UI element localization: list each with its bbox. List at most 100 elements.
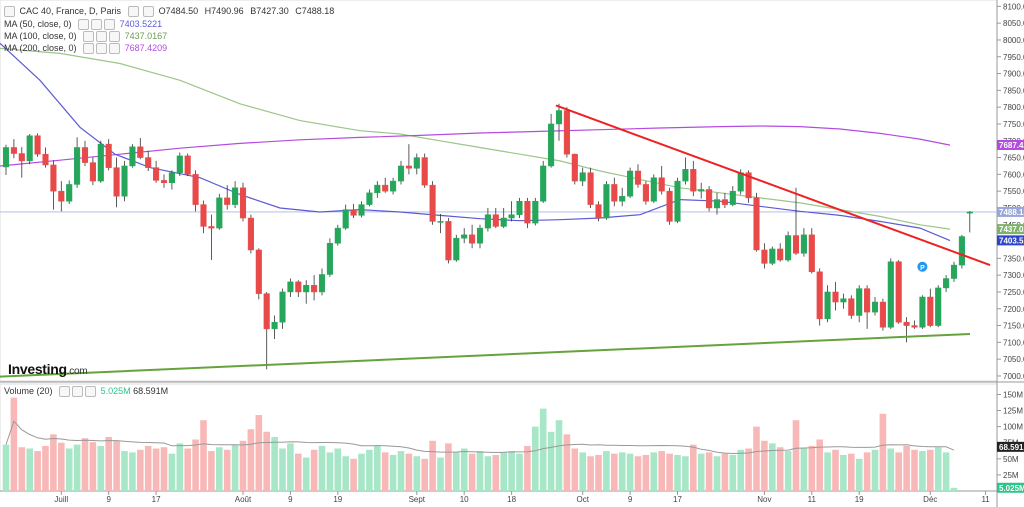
volume-bar: [792, 420, 800, 491]
volume-bar: [168, 453, 176, 491]
volume-bar: [895, 452, 902, 491]
candle-body: [26, 135, 33, 162]
volume-bar: [255, 415, 263, 491]
y-tick-label: 7900.00: [1003, 70, 1024, 79]
candle-body: [239, 187, 247, 219]
y-tick-label: 7600.00: [1003, 170, 1024, 179]
eye-icon[interactable]: [78, 19, 90, 31]
indicator-label: MA (100, close, 0): [4, 31, 77, 41]
candle-body: [500, 217, 507, 227]
candle-body: [263, 293, 270, 330]
collapse-icon[interactable]: [4, 6, 15, 18]
settings-icon[interactable]: [96, 43, 108, 55]
volume-bar: [271, 436, 278, 491]
volume-bar: [476, 451, 484, 491]
x-tick-label: 9: [106, 495, 111, 504]
candle-body: [58, 190, 65, 202]
volume-bar: [42, 445, 49, 491]
x-tick-label: 19: [855, 495, 864, 504]
close-icon[interactable]: [85, 386, 97, 398]
eye-icon[interactable]: [83, 31, 95, 43]
candle-body: [184, 155, 191, 175]
settings-icon[interactable]: [127, 6, 139, 18]
volume-bar: [34, 451, 41, 491]
volume-bar: [247, 429, 255, 491]
volume-bar: [705, 452, 713, 491]
candle-body: [800, 234, 807, 254]
volume-bar: [460, 448, 468, 491]
candle-body: [808, 234, 815, 273]
volume-bar: [942, 452, 950, 491]
volume-bar: [97, 445, 105, 491]
settings-icon[interactable]: [91, 19, 103, 31]
candle-body: [437, 221, 444, 223]
eye-icon[interactable]: [83, 43, 95, 55]
volume-bar: [571, 448, 579, 491]
candle-body: [461, 234, 468, 239]
price-tag-box: [997, 441, 1024, 452]
volume-bar: [753, 426, 760, 491]
volume-bar: [445, 443, 452, 491]
candle-body: [318, 274, 326, 293]
price-tag-text: 7437.02: [999, 225, 1024, 234]
volume-bar: [413, 456, 421, 491]
event-marker-icon: [917, 261, 928, 272]
volume-bar: [603, 451, 610, 491]
price-tag-box: [997, 482, 1024, 493]
indicator-ma100[interactable]: MA (100, close, 0) 7437.0167: [4, 31, 167, 43]
settings-icon[interactable]: [96, 31, 108, 43]
x-tick-label: 17: [673, 495, 682, 504]
candle-body: [777, 248, 784, 261]
candle-body: [469, 234, 476, 244]
candle-body: [690, 169, 697, 192]
close-icon[interactable]: [109, 43, 121, 55]
volume-bar: [287, 443, 294, 491]
close-icon[interactable]: [143, 6, 155, 18]
x-tick-label: 17: [152, 495, 161, 504]
candle-body: [105, 143, 112, 168]
candle-body: [295, 281, 302, 293]
candle-body: [160, 180, 168, 184]
indicator-ma50[interactable]: MA (50, close, 0) 7403.5221: [4, 19, 162, 31]
volume-bar: [697, 453, 705, 491]
volume-bar: [184, 448, 191, 491]
x-tick-label: 9: [628, 495, 633, 504]
candle-body: [255, 249, 262, 294]
y-tick-label: 7050.00: [1003, 355, 1024, 364]
settings-icon[interactable]: [72, 386, 84, 398]
y-tick-label: 7200.00: [1003, 305, 1024, 314]
candle-body: [129, 146, 136, 167]
y-tick-label: 7750.00: [1003, 120, 1024, 129]
volume-bar: [650, 452, 658, 491]
volume-bar: [863, 452, 871, 491]
volume-tick-label: 100M: [1003, 423, 1023, 432]
volume-bar: [389, 454, 397, 491]
volume-bar: [484, 456, 492, 491]
candle-body: [137, 146, 144, 158]
volume-bar: [160, 447, 168, 491]
volume-bar: [318, 445, 326, 491]
volume-bar: [634, 456, 642, 491]
volume-bar: [137, 449, 144, 491]
volume-legend[interactable]: Volume (20) 5.025M 68.591M: [4, 386, 168, 398]
close-icon[interactable]: [104, 19, 116, 31]
candle-body: [232, 187, 239, 205]
volume-bar: [50, 434, 57, 491]
eye-icon[interactable]: [59, 386, 71, 398]
x-tick-label: Août: [235, 495, 252, 504]
volume-tick-label: 50M: [1003, 455, 1019, 464]
volume-bar: [279, 448, 286, 491]
y-tick-label: 8000.00: [1003, 36, 1024, 45]
close-icon[interactable]: [109, 31, 121, 43]
candle-body: [611, 184, 618, 202]
indicator-ma200[interactable]: MA (200, close, 0) 7687.4209: [4, 43, 167, 55]
volume-bar: [579, 452, 586, 491]
volume-bar: [729, 454, 737, 491]
price-tag-box: [997, 206, 1024, 217]
volume-bar: [113, 440, 120, 491]
y-tick-label: 7100.00: [1003, 338, 1024, 347]
volume-bar: [761, 440, 768, 491]
candle-body: [634, 170, 642, 185]
volume-bar: [468, 453, 476, 491]
